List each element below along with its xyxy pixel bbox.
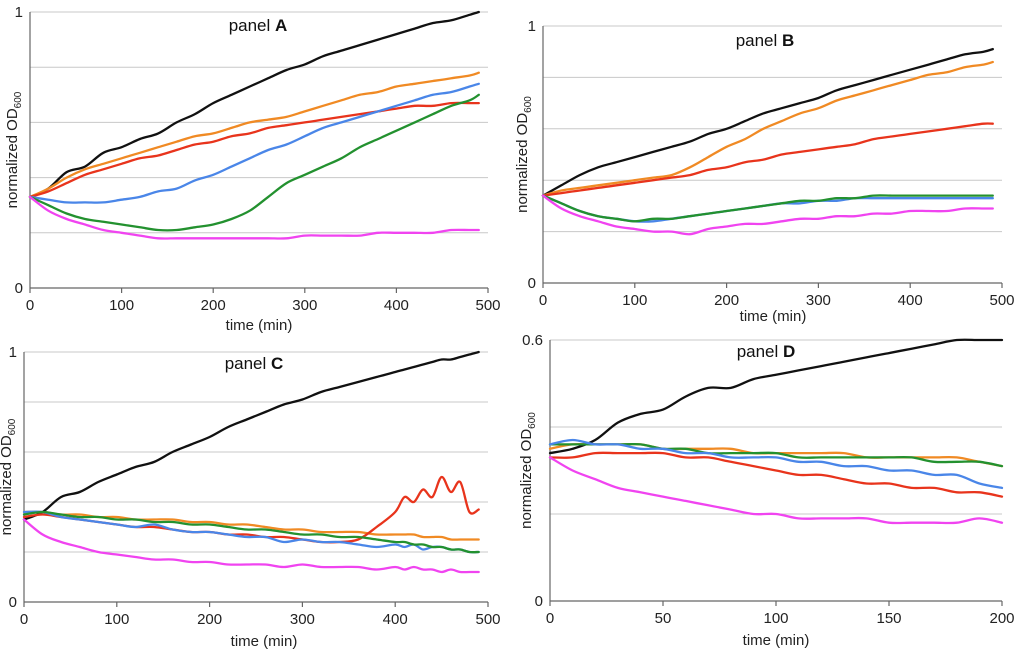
- y-axis-label: normalized OD600: [514, 96, 534, 213]
- panel-title: panel B: [736, 31, 795, 50]
- x-axis-label: time (min): [743, 632, 810, 649]
- panel-title-prefix: panel: [736, 31, 782, 50]
- panel-title-letter: C: [271, 354, 283, 373]
- x-tick-label: 0: [20, 611, 28, 628]
- y-tick-label: 1: [528, 18, 536, 35]
- x-tick-label: 500: [989, 292, 1014, 309]
- panel-title-letter: D: [783, 342, 795, 361]
- x-tick-label: 400: [383, 611, 408, 628]
- x-tick-label: 400: [384, 297, 409, 314]
- x-tick-label: 150: [876, 610, 901, 627]
- y-axis-label-subscript: 600: [13, 91, 24, 108]
- x-tick-label: 100: [622, 292, 647, 309]
- x-axis-label: time (min): [226, 317, 293, 334]
- series-line-green: [28, 93, 480, 232]
- panel-title: panel A: [229, 16, 288, 35]
- y-axis-label: normalized OD600: [0, 418, 18, 535]
- series-line-black: [28, 10, 480, 199]
- x-tick-label: 0: [539, 292, 547, 309]
- x-tick-label: 500: [475, 611, 500, 628]
- y-axis-label-main: normalized OD: [4, 108, 21, 208]
- series-line-black: [548, 338, 1004, 455]
- x-tick-label: 500: [475, 297, 500, 314]
- y-tick-label: 0: [9, 594, 17, 611]
- series-line-blue: [28, 82, 480, 204]
- x-tick-label: 100: [109, 297, 134, 314]
- y-axis-label-subscript: 600: [527, 412, 538, 429]
- panel-title-prefix: panel: [229, 16, 275, 35]
- y-axis-label-subscript: 600: [523, 96, 534, 113]
- x-tick-label: 100: [763, 610, 788, 627]
- y-axis-label: normalized OD600: [4, 91, 24, 208]
- panel-title: panel D: [737, 342, 796, 361]
- x-tick-label: 200: [989, 610, 1014, 627]
- series-line-red: [541, 122, 994, 197]
- series-line-red: [22, 475, 480, 544]
- panel-title: panel C: [225, 354, 284, 373]
- y-tick-label: 0: [528, 275, 536, 292]
- x-tick-label: 300: [806, 292, 831, 309]
- panel-title-prefix: panel: [225, 354, 271, 373]
- x-tick-label: 300: [290, 611, 315, 628]
- x-axis-label: time (min): [740, 308, 807, 325]
- x-tick-label: 200: [714, 292, 739, 309]
- y-tick-label: 0: [535, 593, 543, 610]
- series-line-orange: [22, 510, 480, 541]
- series-line-red: [28, 101, 480, 199]
- y-tick-label: 0: [15, 280, 23, 297]
- x-tick-label: 50: [655, 610, 672, 627]
- series-line-magenta: [548, 456, 1004, 525]
- series-line-red: [548, 451, 1004, 498]
- series-line-black: [22, 350, 480, 521]
- y-axis-label-subscript: 600: [7, 418, 18, 435]
- y-tick-label: 1: [9, 344, 17, 361]
- x-tick-label: 0: [546, 610, 554, 627]
- y-axis-label: normalized OD600: [518, 412, 538, 529]
- series-line-green: [541, 194, 994, 223]
- panel-c: 0 1 0 100 200 300 400 500 time (min) normalized O…: [0, 344, 501, 650]
- x-tick-label: 200: [197, 611, 222, 628]
- series-line-magenta: [541, 194, 994, 236]
- y-axis-label-main: normalized OD: [514, 113, 531, 213]
- series-line-magenta: [22, 518, 480, 574]
- panel-b: 0 1 0 100 200 300 400 500 time (min) normalized O…: [514, 18, 1015, 325]
- series-line-green: [22, 510, 480, 554]
- y-tick-label: 0.6: [522, 332, 543, 349]
- panel-d: 0 0.6 0 50 100 150 200 time (min) normalized OD6…: [518, 332, 1015, 649]
- panel-title-prefix: panel: [737, 342, 783, 361]
- y-axis-label-main: normalized OD: [518, 429, 535, 529]
- series-line-orange: [541, 60, 994, 197]
- series-line-orange: [28, 71, 480, 199]
- panel-title-letter: A: [275, 16, 287, 35]
- x-tick-label: 200: [201, 297, 226, 314]
- x-axis-label: time (min): [231, 633, 298, 650]
- panel-a: 0 1 0 100 200 300 400 500 time (min) normalized O…: [4, 4, 501, 334]
- x-tick-label: 400: [898, 292, 923, 309]
- y-axis-label-main: normalized OD: [0, 435, 15, 535]
- panel-title-letter: B: [782, 31, 794, 50]
- series-line-black: [541, 47, 994, 197]
- series-line-green: [548, 442, 1004, 468]
- x-tick-label: 100: [104, 611, 129, 628]
- y-tick-label: 1: [15, 4, 23, 21]
- series-line-blue: [548, 438, 1004, 490]
- x-tick-label: 0: [26, 297, 34, 314]
- series-line-magenta: [28, 195, 480, 240]
- x-tick-label: 300: [292, 297, 317, 314]
